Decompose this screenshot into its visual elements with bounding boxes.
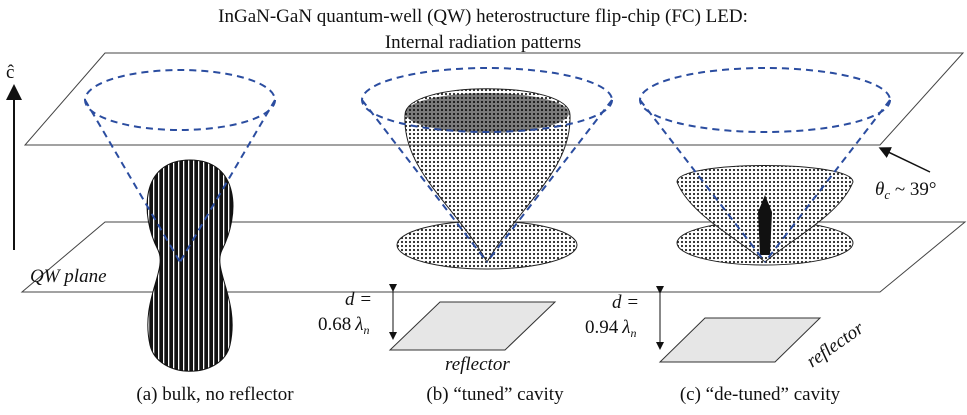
plane-label: QW plane (30, 266, 107, 287)
figure: InGaN-GaN quantum-well (QW) heterostruct… (0, 0, 967, 415)
reflector (390, 302, 555, 350)
reflector (660, 318, 820, 362)
reflector-label: reflector (445, 354, 510, 375)
d-label: d = (345, 289, 372, 310)
pattern-b-top (405, 93, 569, 133)
angle-arrow (884, 150, 930, 172)
pattern-a (147, 160, 233, 371)
title: Internal radiation patterns (385, 32, 581, 53)
caption: (a) bulk, no reflector (136, 384, 294, 405)
axis-label: ĉ (6, 62, 14, 83)
angle-label: θc ~ 39° (875, 179, 937, 202)
caption: (b) “tuned” cavity (426, 384, 564, 405)
caption: (c) “de-tuned” cavity (680, 384, 841, 405)
title: InGaN-GaN quantum-well (QW) heterostruct… (218, 6, 748, 27)
d-label: d = (612, 292, 639, 313)
